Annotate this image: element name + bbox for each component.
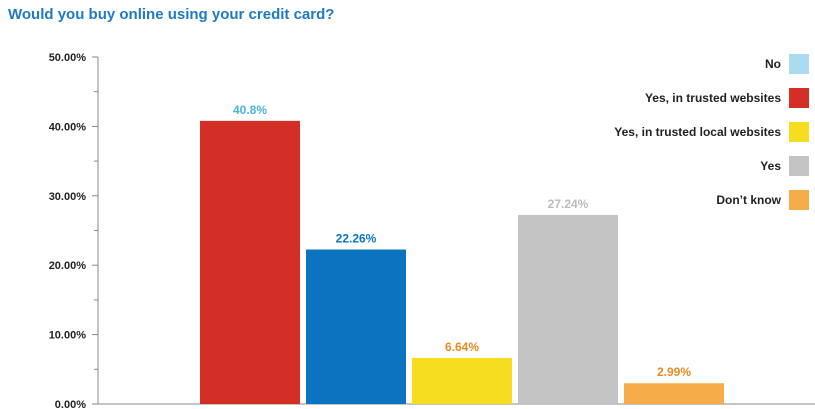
bars xyxy=(200,120,724,405)
bar-value-label: 40.8% xyxy=(233,103,267,117)
y-tick-label: 20.00% xyxy=(49,260,87,272)
data-labels: 40.8% 22.26% 6.64% 27.24% 2.99% xyxy=(233,103,691,379)
bar xyxy=(624,383,724,404)
legend-swatch xyxy=(789,88,809,108)
bar-value-label: 27.24% xyxy=(548,197,589,211)
bar xyxy=(200,120,300,405)
bar-value-label: 22.26% xyxy=(336,232,377,246)
y-tick-label: 50.00% xyxy=(49,52,87,64)
y-tick-label: 40.00% xyxy=(49,121,87,133)
bar-value-label: 2.99% xyxy=(657,365,691,379)
legend: No Yes, in trusted websites Yes, in truste… xyxy=(614,54,809,210)
legend-item-label: No xyxy=(765,57,781,71)
y-tick-label: 0.00% xyxy=(55,399,86,409)
chart-title: Would you buy online using your credit c… xyxy=(8,6,335,23)
legend-item-label: Yes, in trusted local websites xyxy=(614,125,781,139)
bar-value-label: 6.64% xyxy=(445,340,479,354)
legend-swatch xyxy=(789,190,809,210)
y-axis: 0.00% 10.00% 20.00% 30.00% 40.00% 50.00% xyxy=(49,52,815,409)
legend-item-label: Don’t know xyxy=(716,193,781,207)
legend-swatch xyxy=(789,122,809,142)
legend-item-label: Yes xyxy=(760,159,781,173)
legend-swatch xyxy=(789,156,809,176)
bar xyxy=(518,214,618,404)
bar xyxy=(306,249,406,404)
y-tick-label: 30.00% xyxy=(49,191,87,203)
legend-item-label: Yes, in trusted websites xyxy=(645,91,781,105)
bar xyxy=(412,357,512,404)
y-tick-label: 10.00% xyxy=(49,330,87,342)
legend-swatch xyxy=(789,54,809,74)
